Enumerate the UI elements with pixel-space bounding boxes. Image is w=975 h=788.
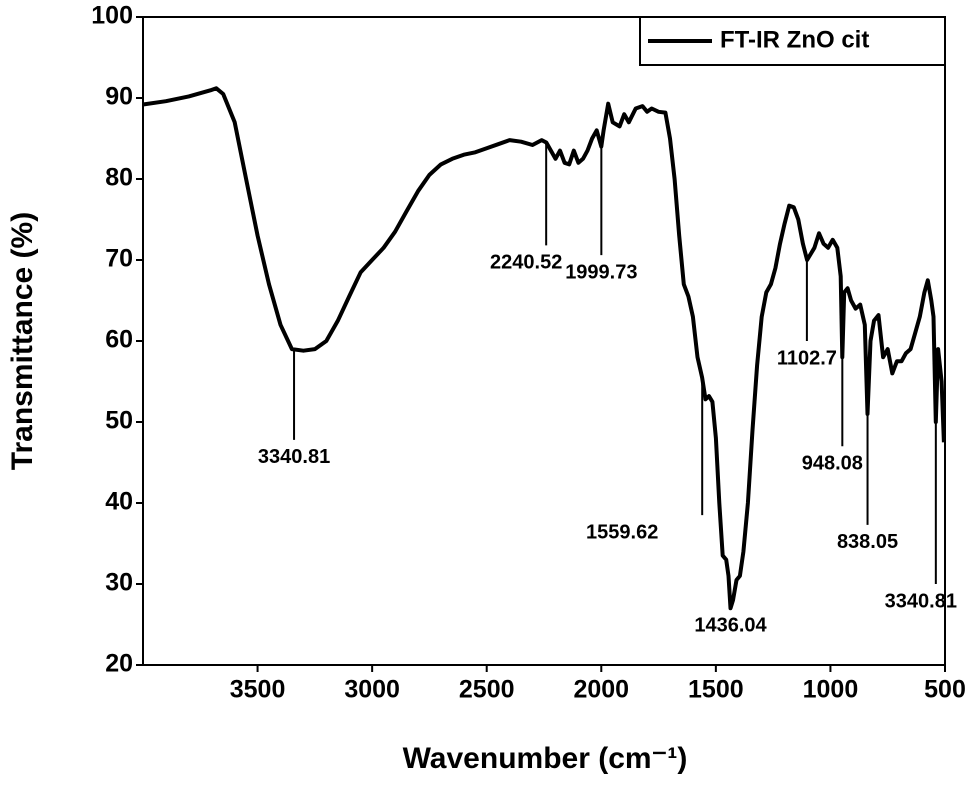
y-tick-label: 100 [91, 2, 133, 30]
x-tick-label: 2000 [573, 676, 629, 704]
annotation-label: 1999.73 [565, 261, 637, 283]
x-tick-label: 1500 [688, 676, 744, 704]
legend-label: FT-IR ZnO cit [720, 26, 869, 53]
plot-frame [142, 16, 946, 666]
x-tick-label: 2500 [459, 676, 515, 704]
annotation-label: 1102.7 [777, 347, 837, 369]
y-tick-label: 60 [105, 326, 133, 354]
y-tick-label: 20 [105, 650, 133, 678]
y-tick-label: 90 [105, 83, 133, 111]
annotation-label: 948.08 [802, 453, 863, 475]
annotation-label: 2240.52 [490, 252, 562, 274]
y-axis-title: Transmittance (%) [6, 212, 39, 470]
data-line [142, 86, 946, 611]
annotation-label: 3340.81 [258, 446, 330, 468]
x-tick-label: 1000 [803, 676, 859, 704]
x-tick-label: 3500 [230, 676, 286, 704]
annotation-label: 838.05 [837, 531, 898, 553]
x-tick-label: 500 [924, 676, 966, 704]
annotation-label: 1559.62 [586, 521, 658, 543]
y-tick-label: 80 [105, 164, 133, 192]
y-tick-label: 70 [105, 245, 133, 273]
annotation-label: 1436.04 [694, 615, 767, 637]
x-tick-label: 3000 [344, 676, 400, 704]
annotation-label: 3340.81 [885, 590, 957, 612]
y-tick-label: 40 [105, 488, 133, 516]
y-tick-label: 30 [105, 569, 133, 597]
y-tick-label: 50 [105, 407, 133, 435]
x-axis-title: Wavenumber (cm⁻¹) [403, 742, 688, 775]
